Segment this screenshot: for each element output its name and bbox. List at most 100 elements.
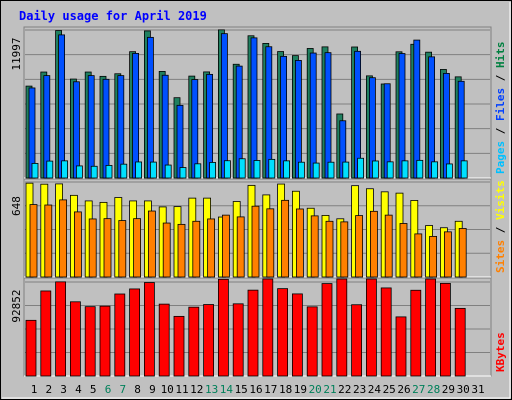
legend-item-sites: Sites <box>494 240 507 273</box>
bar-sites-day-6 <box>103 218 112 278</box>
bar-pages-day-19 <box>297 161 305 179</box>
x-tick-day-9: 9 <box>149 383 156 396</box>
bar-pages-day-16 <box>253 160 261 179</box>
bar-kbytes-day-22 <box>336 278 348 377</box>
bar-pages-day-2 <box>46 160 54 179</box>
x-tick-day-10: 10 <box>161 383 174 396</box>
bar-sites-day-13 <box>207 218 216 278</box>
bar-kbytes-day-7 <box>114 293 126 377</box>
bar-sites-day-26 <box>399 223 408 278</box>
bar-sites-day-5 <box>88 218 97 278</box>
legend-item-pages: Pages <box>494 141 507 174</box>
x-tick-day-14: 14 <box>220 383 234 396</box>
bar-kbytes-day-24 <box>365 278 377 377</box>
bar-sites-day-4 <box>74 211 82 278</box>
bar-kbytes-day-4 <box>70 301 81 377</box>
x-axis-labels: 1 2 3 4 5 6 7 8 9 10 11 12 13 14 15 16 17 18 19 20 21 22 23 24 2… <box>31 383 485 396</box>
bar-sites-day-17 <box>266 208 275 278</box>
x-tick-day-15: 15 <box>235 383 248 396</box>
x-tick-day-20: 20 <box>309 383 322 396</box>
bar-kbytes-day-11 <box>173 315 185 377</box>
bar-pages-day-4 <box>76 165 83 179</box>
bar-pages-day-25 <box>386 161 394 179</box>
legends: Pages / Files / Hits Sites / Visits KBytes <box>494 42 507 373</box>
x-tick-day-23: 23 <box>353 383 366 396</box>
legend-item-visits: Visits <box>494 180 507 220</box>
bar-pages-day-22 <box>342 161 350 179</box>
y-max-label-visits: 648 <box>10 196 23 216</box>
bar-kbytes-day-26 <box>395 316 407 377</box>
legend-separator: / <box>494 121 507 141</box>
bar-sites-day-23 <box>355 215 364 278</box>
x-tick-day-17: 17 <box>264 383 277 396</box>
bar-pages-day-26 <box>401 160 409 179</box>
x-tick-day-24: 24 <box>368 383 382 396</box>
bar-kbytes-day-17 <box>262 278 274 377</box>
bar-kbytes-day-6 <box>99 305 111 377</box>
bar-pages-day-13 <box>209 162 217 179</box>
bar-sites-day-3 <box>59 199 67 278</box>
bar-files-day-7 <box>117 75 125 179</box>
x-tick-day-31: 31 <box>471 383 484 396</box>
bar-kbytes-day-3 <box>55 281 66 377</box>
bar-sites-day-16 <box>251 205 260 278</box>
x-tick-day-13: 13 <box>205 383 218 396</box>
bar-files-day-10 <box>161 74 169 179</box>
bar-kbytes-day-30 <box>454 307 466 377</box>
x-tick-day-22: 22 <box>338 383 351 396</box>
x-tick-day-2: 2 <box>45 383 52 396</box>
bar-sites-day-28 <box>429 235 438 278</box>
x-tick-day-27: 27 <box>412 383 425 396</box>
bar-files-day-18 <box>280 55 288 179</box>
bar-pages-day-28 <box>431 161 439 179</box>
bar-pages-day-27 <box>416 159 424 179</box>
bar-pages-day-18 <box>283 160 291 179</box>
bars <box>25 29 468 377</box>
bar-files-day-26 <box>398 53 406 179</box>
bar-kbytes-day-9 <box>143 282 155 377</box>
bar-files-day-12 <box>191 79 199 179</box>
bar-files-day-19 <box>294 60 302 179</box>
y-axis-labels: 11997 648 92852 <box>10 37 23 322</box>
bar-files-day-29 <box>442 72 450 179</box>
bar-pages-day-30 <box>460 160 468 179</box>
bar-files-day-11 <box>176 104 184 179</box>
bar-sites-day-27 <box>414 233 423 278</box>
bar-kbytes-day-1 <box>25 319 37 377</box>
bar-pages-day-10 <box>164 164 172 179</box>
bar-sites-day-1 <box>29 204 38 278</box>
chart-title: Daily usage for April 2019 <box>19 9 207 23</box>
bar-sites-day-7 <box>118 220 127 278</box>
bar-pages-day-17 <box>268 158 276 179</box>
legend-separator: / <box>494 220 507 240</box>
bar-sites-day-10 <box>162 222 171 278</box>
bar-files-day-20 <box>309 52 317 179</box>
bar-files-day-5 <box>87 75 95 179</box>
x-tick-day-21: 21 <box>323 383 336 396</box>
bar-sites-day-22 <box>340 221 349 278</box>
bar-files-day-8 <box>132 53 140 179</box>
bar-kbytes-day-15 <box>232 303 244 377</box>
x-tick-day-3: 3 <box>60 383 67 396</box>
bar-sites-day-11 <box>177 223 186 278</box>
bar-kbytes-day-8 <box>129 288 141 377</box>
x-tick-day-26: 26 <box>397 383 410 396</box>
bar-kbytes-day-5 <box>84 306 96 377</box>
legend-item-files: Files <box>494 88 507 121</box>
bar-sites-day-12 <box>192 220 201 278</box>
bar-pages-day-24 <box>371 160 379 179</box>
bar-pages-day-8 <box>135 161 143 179</box>
x-tick-day-7: 7 <box>119 383 126 396</box>
x-tick-day-25: 25 <box>383 383 396 396</box>
bar-pages-day-9 <box>149 161 157 179</box>
bar-sites-day-21 <box>325 220 334 278</box>
bar-kbytes-day-20 <box>306 306 318 377</box>
bar-files-day-16 <box>250 37 258 179</box>
x-tick-day-16: 16 <box>249 383 262 396</box>
bar-files-day-28 <box>428 56 436 179</box>
x-tick-day-1: 1 <box>31 383 38 396</box>
bar-kbytes-day-21 <box>321 283 333 377</box>
bar-files-day-4 <box>73 81 80 179</box>
bar-kbytes-day-16 <box>247 289 259 377</box>
